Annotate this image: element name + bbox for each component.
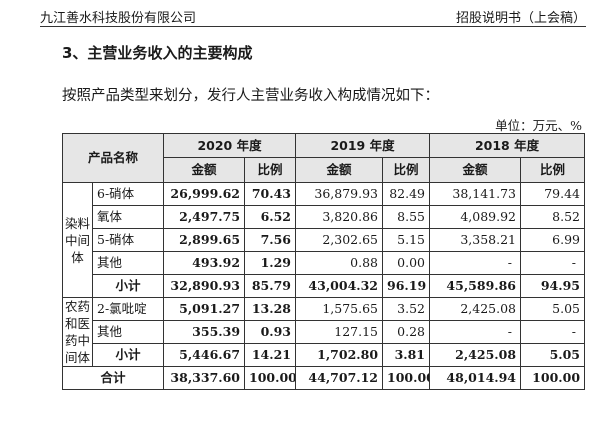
cell-value: 2,899.65	[163, 228, 246, 252]
group-label-dye-intermediates: 染料中间体	[62, 182, 93, 298]
product-name: 其他	[91, 320, 165, 344]
cell-value: 127.15	[295, 320, 384, 344]
cell-value: 1,575.65	[295, 297, 384, 321]
cell-value: 100.00	[382, 366, 431, 390]
year-header-2019: 2019 年度	[295, 133, 431, 158]
cell-value: -	[520, 251, 586, 275]
cell-value: 48,014.94	[429, 366, 522, 390]
cell-value: 0.28	[382, 320, 431, 344]
cell-value: 2,497.75	[163, 205, 246, 229]
cell-value: 8.52	[520, 205, 586, 229]
cell-value: 1,702.80	[295, 343, 384, 367]
cell-value: 5.15	[382, 228, 431, 252]
table-row: 其他 355.39 0.93 127.15 0.28 - -	[63, 320, 586, 344]
product-name-header: 产品名称	[61, 133, 165, 183]
cell-value: 13.28	[244, 297, 297, 321]
table-row: 农药和医药中间体 2-氯吡啶 5,091.27 13.28 1,575.65 3…	[62, 297, 586, 367]
cell-value: 2,302.65	[295, 228, 384, 252]
table-row: 染料中间体 6-硝体 26,999.62 70.43 36,879.93 82.…	[62, 182, 586, 298]
cell-value: 3,820.86	[295, 205, 384, 229]
amount-header: 金额	[429, 157, 522, 183]
cell-value: 5.05	[520, 297, 586, 321]
cell-value: 94.95	[520, 274, 586, 298]
cell-value: 26,999.62	[163, 182, 246, 206]
cell-value: 70.43	[244, 182, 297, 206]
cell-value: 45,589.86	[429, 274, 522, 298]
year-header-2018: 2018 年度	[429, 133, 586, 158]
cell-value: 355.39	[163, 320, 246, 344]
cell-value: 0.93	[244, 320, 297, 344]
cell-value: 3.81	[382, 343, 431, 367]
subtotal-label: 小计	[91, 343, 165, 367]
cell-value: 493.92	[163, 251, 246, 275]
product-name: 6-硝体	[91, 182, 165, 206]
cell-value: 5.05	[520, 343, 586, 367]
cell-value: 8.55	[382, 205, 431, 229]
cell-value: 79.44	[520, 182, 586, 206]
total-row: 合计 38,337.60 100.00 44,707.12 100.00 48,…	[61, 366, 586, 390]
cell-value: 100.00	[244, 366, 297, 390]
group-label-pesticide-pharma-intermediates: 农药和医药中间体	[62, 297, 93, 367]
cell-value: 32,890.93	[163, 274, 246, 298]
company-name: 九江善水科技股份有限公司	[40, 11, 197, 26]
ratio-header: 比例	[520, 157, 586, 183]
table-row: 5-硝体 2,899.65 7.56 2,302.65 5.15 3,358.2…	[63, 228, 586, 252]
cell-value: 1.29	[244, 251, 297, 275]
cell-value: 82.49	[382, 182, 431, 206]
cell-value: 5,091.27	[163, 297, 246, 321]
cell-value: 100.00	[520, 366, 586, 390]
cell-value: 0.00	[382, 251, 431, 275]
cell-value: 6.99	[520, 228, 586, 252]
product-name: 5-硝体	[91, 228, 165, 252]
cell-value: -	[429, 251, 522, 275]
cell-value: 38,337.60	[163, 366, 246, 390]
cell-value: 5,446.67	[163, 343, 246, 367]
cell-value: 4,089.92	[429, 205, 522, 229]
cell-value: 0.88	[295, 251, 384, 275]
subtotal-row: 小计 32,890.93 85.79 43,004.32 96.19 45,58…	[63, 274, 586, 298]
table-row: 其他 493.92 1.29 0.88 0.00 - -	[63, 251, 586, 275]
cell-value: -	[429, 320, 522, 344]
unit-note: 单位：万元、%	[495, 118, 582, 133]
cell-value: 7.56	[244, 228, 297, 252]
cell-value: 85.79	[244, 274, 297, 298]
amount-header: 金额	[295, 157, 384, 183]
cell-value: 96.19	[382, 274, 431, 298]
document-name: 招股说明书（上会稿）	[455, 11, 586, 26]
ratio-header: 比例	[244, 157, 297, 183]
page-header: 九江善水科技股份有限公司 招股说明书（上会稿）	[40, 6, 586, 27]
cell-value: 3,358.21	[429, 228, 522, 252]
ratio-header: 比例	[382, 157, 431, 183]
revenue-composition-table: 产品名称 2020 年度 2019 年度 2018 年度 金额 比例 金额 比例…	[61, 133, 586, 390]
product-name: 2-氯吡啶	[91, 297, 165, 321]
cell-value: 2,425.08	[429, 343, 522, 367]
cell-value: 3.52	[382, 297, 431, 321]
cell-value: 6.52	[244, 205, 297, 229]
total-label: 合计	[61, 366, 165, 390]
table-row: 氧体 2,497.75 6.52 3,820.86 8.55 4,089.92 …	[63, 205, 586, 229]
cell-value: 14.21	[244, 343, 297, 367]
subtotal-row: 小计 5,446.67 14.21 1,702.80 3.81 2,425.08…	[63, 343, 586, 367]
product-name: 氧体	[91, 205, 165, 229]
product-name: 其他	[91, 251, 165, 275]
year-header-2020: 2020 年度	[163, 133, 297, 158]
intro-paragraph: 按照产品类型来划分，发行人主营业务收入构成情况如下：	[62, 88, 439, 104]
cell-value: 36,879.93	[295, 182, 384, 206]
cell-value: 38,141.73	[429, 182, 522, 206]
subtotal-label: 小计	[91, 274, 165, 298]
cell-value: 43,004.32	[295, 274, 384, 298]
amount-header: 金额	[163, 157, 246, 183]
cell-value: -	[520, 320, 586, 344]
cell-value: 2,425.08	[429, 297, 522, 321]
section-title: 3、主营业务收入的主要构成	[62, 44, 253, 62]
cell-value: 44,707.12	[295, 366, 384, 390]
